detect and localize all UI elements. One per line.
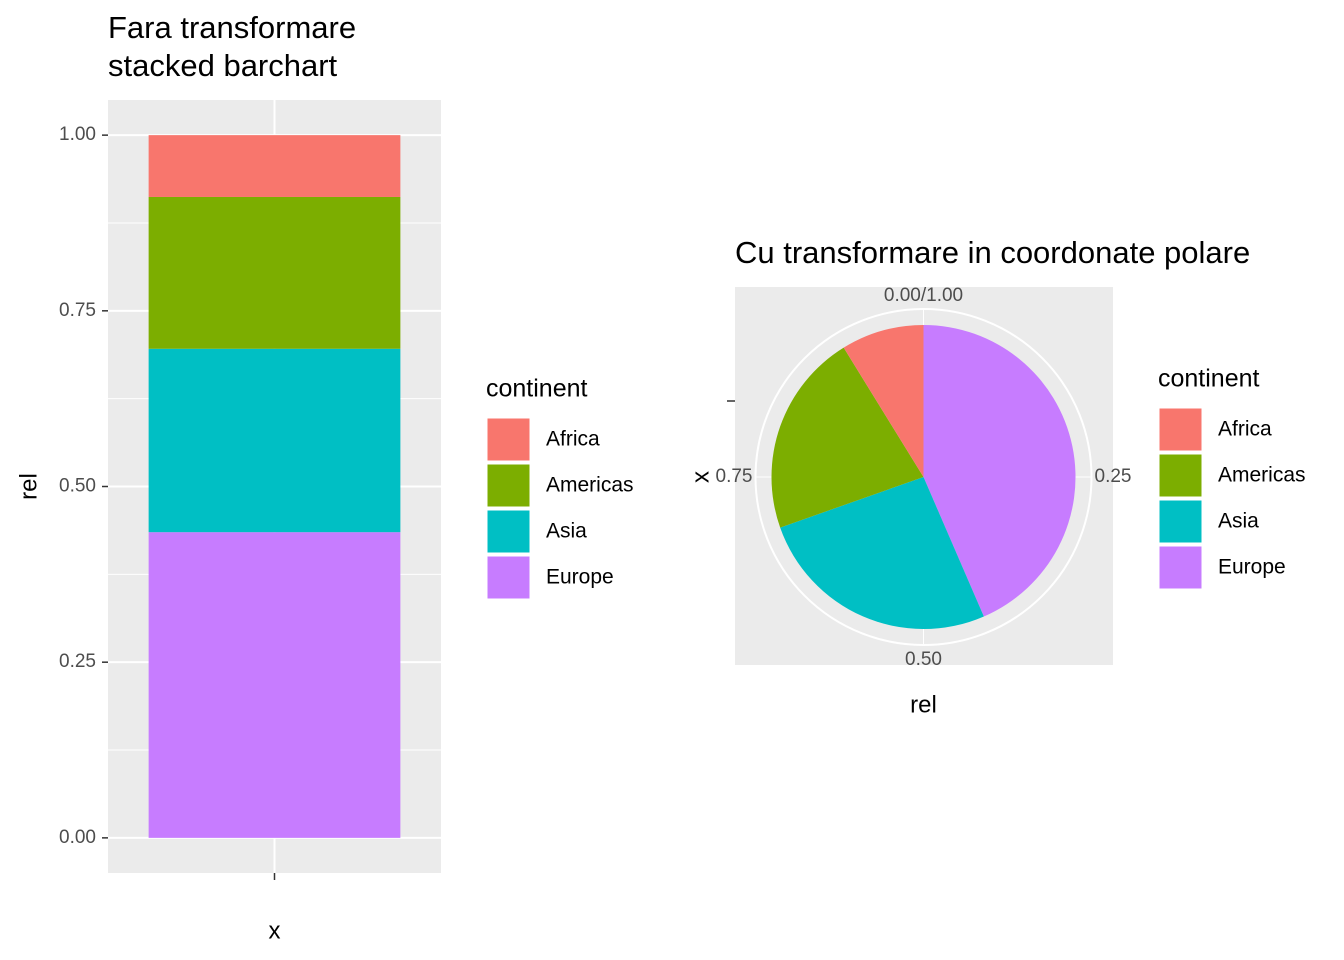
legend-title: continent	[486, 375, 588, 403]
legend-key	[1158, 407, 1203, 452]
x-axis-label: x	[269, 917, 281, 944]
chart-title: Cu transformare in coordonate polare	[735, 235, 1250, 270]
y-tick-label: 0.25	[59, 651, 96, 672]
bar-segment	[148, 196, 401, 349]
legend-key	[1158, 453, 1203, 498]
theta-tick-label: 0.50	[905, 649, 942, 670]
bar-segment	[148, 532, 401, 838]
legend-label: Asia	[546, 520, 587, 543]
pie-slice	[843, 325, 924, 477]
y-axis-label: x	[687, 471, 714, 483]
y-tick-label: 0.00	[59, 827, 96, 848]
y-tick-label: 1.00	[59, 124, 96, 145]
legend-label: Africa	[1218, 418, 1272, 441]
theta-tick-label: 0.75	[716, 466, 753, 487]
pie-slice	[771, 347, 924, 528]
y-tick-label: 0.50	[59, 476, 96, 497]
legend-label: Africa	[546, 428, 600, 451]
legend-key	[1158, 499, 1203, 544]
theta-tick-label: 0.25	[1095, 466, 1132, 487]
legend-key	[486, 555, 531, 600]
legend-key	[486, 509, 531, 554]
legend-title: continent	[1158, 365, 1260, 393]
legend-label: Americas	[1218, 464, 1306, 487]
legend-label: Americas	[546, 474, 634, 497]
chart-title: stacked barchart	[108, 48, 338, 83]
chart-title: Fara transformare	[108, 10, 356, 45]
legend-key	[1158, 545, 1203, 590]
bar-segment	[148, 348, 401, 533]
legend-key	[486, 463, 531, 508]
pie-slice	[923, 325, 1076, 617]
x-axis-label: rel	[910, 691, 937, 718]
theta-tick-label: 0.00/1.00	[884, 285, 963, 306]
legend-label: Europe	[1218, 556, 1286, 579]
legend-label: Europe	[546, 566, 614, 589]
legend-label: Asia	[1218, 510, 1259, 533]
y-tick-label: 0.75	[59, 300, 96, 321]
legend-key	[486, 417, 531, 462]
pie-slice	[780, 477, 984, 629]
y-axis-label: rel	[15, 473, 42, 500]
bar-segment	[148, 135, 401, 197]
